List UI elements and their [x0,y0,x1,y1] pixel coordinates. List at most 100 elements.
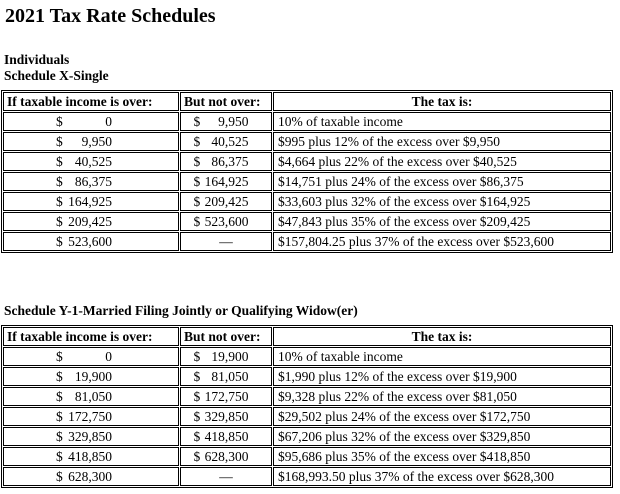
currency-symbol: $ [193,389,201,404]
amount-value: 329,850 [204,409,249,424]
cell-tax-formula: $47,843 plus 35% of the excess over $209… [273,212,611,231]
money-amount: $19,900 [56,368,112,385]
money-amount: $40,525 [194,133,249,150]
amount-value: 0 [105,114,112,129]
money-amount: $86,375 [194,153,249,170]
currency-symbol: $ [56,234,63,249]
table-row: $9,950 $40,525 $995 plus 12% of the exce… [3,132,611,151]
currency-symbol: $ [193,214,201,229]
money-amount: $40,525 [56,153,112,170]
table-row: $628,300 — $168,993.50 plus 37% of the e… [3,467,611,486]
amount-value: 9,950 [218,114,249,129]
table-row: $164,925 $209,425 $33,603 plus 32% of th… [3,192,611,211]
money-amount: $81,050 [194,368,249,385]
col-header-but-not-over: But not over: [180,92,272,111]
amount-value: 523,600 [204,214,249,229]
cell-income-over: $628,300 [3,467,179,486]
table-row: $0 $19,900 10% of taxable income [3,347,611,366]
money-amount: $19,900 [194,348,249,365]
money-amount: $164,925 [194,173,249,190]
currency-symbol: $ [56,469,63,484]
amount-value: 418,850 [204,429,249,444]
cell-income-over: $81,050 [3,387,179,406]
currency-symbol: $ [193,194,201,209]
cell-but-not-over: $523,600 [180,212,272,231]
amount-value: 40,525 [211,134,249,149]
currency-symbol: $ [56,114,63,129]
amount-value: 418,850 [68,449,112,464]
currency-symbol: $ [56,429,63,444]
cell-income-over: $0 [3,112,179,131]
cell-tax-formula: $4,664 plus 22% of the excess over $40,5… [273,152,611,171]
table-header-row: If taxable income is over: But not over:… [3,327,611,346]
currency-symbol: $ [193,349,201,364]
amount-value: 19,900 [211,349,249,364]
cell-but-not-over: — [180,232,272,251]
cell-tax-formula: $33,603 plus 32% of the excess over $164… [273,192,611,211]
page-title: 2021 Tax Rate Schedules [5,5,216,27]
cell-income-over: $418,850 [3,447,179,466]
currency-symbol: $ [193,369,201,384]
col-header-income-over: If taxable income is over: [3,92,179,111]
em-dash: — [219,469,233,484]
cell-income-over: $86,375 [3,172,179,191]
money-amount: $628,300 [194,448,249,465]
cell-but-not-over: $9,950 [180,112,272,131]
currency-symbol: $ [193,409,201,424]
money-amount: $81,050 [56,388,112,405]
money-amount: $209,425 [56,213,112,230]
cell-tax-formula: $29,502 plus 24% of the excess over $172… [273,407,611,426]
em-dash: — [219,234,233,249]
cell-but-not-over: — [180,467,272,486]
cell-income-over: $164,925 [3,192,179,211]
currency-symbol: $ [56,154,63,169]
table-row: $209,425 $523,600 $47,843 plus 35% of th… [3,212,611,231]
amount-value: 172,750 [204,389,249,404]
amount-value: 329,850 [68,429,112,444]
cell-tax-formula: $157,804.25 plus 37% of the excess over … [273,232,611,251]
col-header-tax-is: The tax is: [273,92,611,111]
money-amount: $172,750 [194,388,249,405]
col-header-tax-is: The tax is: [273,327,611,346]
currency-symbol: $ [56,409,63,424]
currency-symbol: $ [56,134,63,149]
money-amount: $0 [56,113,112,130]
cell-income-over: $523,600 [3,232,179,251]
amount-value: 81,050 [211,369,249,384]
amount-value: 9,950 [81,134,112,149]
money-amount: $329,850 [56,428,112,445]
amount-value: 164,925 [204,174,249,189]
currency-symbol: $ [56,214,63,229]
heading-individuals: Individuals [4,52,70,67]
table-row: $329,850 $418,850 $67,206 plus 32% of th… [3,427,611,446]
money-amount: $209,425 [194,193,249,210]
currency-symbol: $ [193,174,201,189]
table-row: $0 $9,950 10% of taxable income [3,112,611,131]
currency-symbol: $ [56,389,63,404]
amount-value: 0 [105,349,112,364]
table-row: $523,600 — $157,804.25 plus 37% of the e… [3,232,611,251]
heading-schedule-x-single: Schedule X-Single [4,68,109,83]
money-amount: $628,300 [56,468,112,485]
currency-symbol: $ [193,134,201,149]
col-header-but-not-over: But not over: [180,327,272,346]
money-amount: $172,750 [56,408,112,425]
currency-symbol: $ [56,194,63,209]
currency-symbol: $ [56,349,63,364]
money-amount: $329,850 [194,408,249,425]
cell-but-not-over: $172,750 [180,387,272,406]
money-amount: $418,850 [56,448,112,465]
cell-income-over: $329,850 [3,427,179,446]
tax-table-married-joint: If taxable income is over: But not over:… [1,325,613,488]
cell-but-not-over: $81,050 [180,367,272,386]
money-amount: $523,600 [56,233,112,250]
table-row: $40,525 $86,375 $4,664 plus 22% of the e… [3,152,611,171]
cell-tax-formula: $168,993.50 plus 37% of the excess over … [273,467,611,486]
col-header-income-over: If taxable income is over: [3,327,179,346]
money-amount: $418,850 [194,428,249,445]
currency-symbol: $ [56,174,63,189]
table-row: $86,375 $164,925 $14,751 plus 24% of the… [3,172,611,191]
cell-income-over: $209,425 [3,212,179,231]
amount-value: 209,425 [204,194,249,209]
money-amount: $9,950 [56,133,112,150]
